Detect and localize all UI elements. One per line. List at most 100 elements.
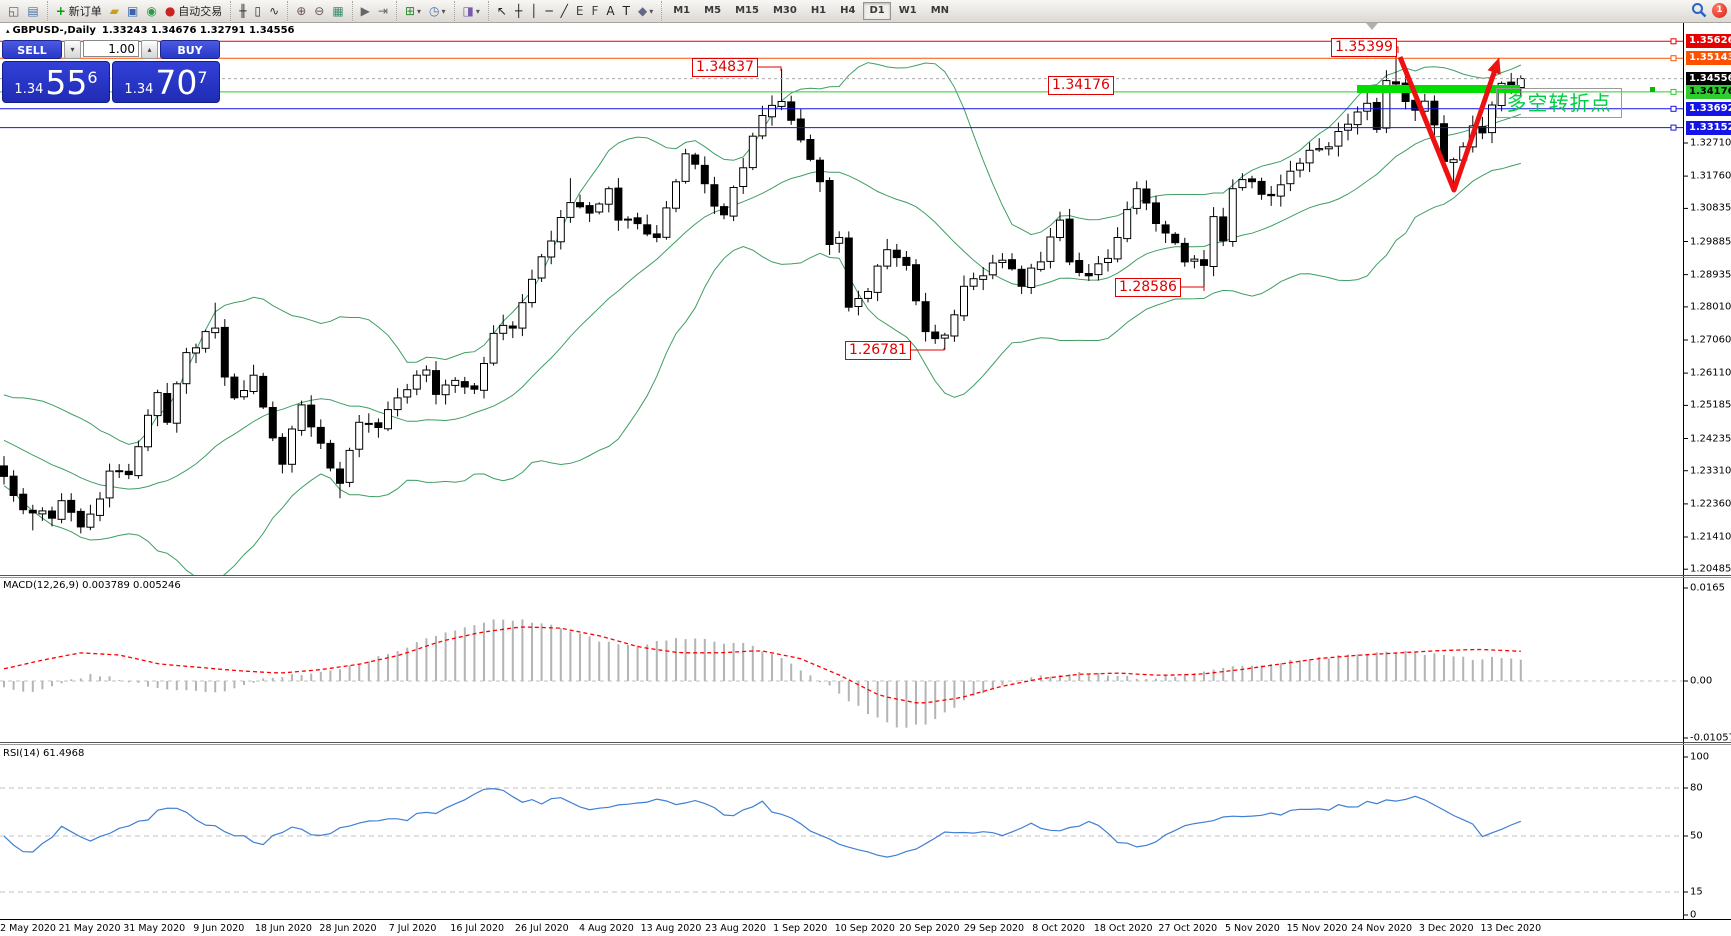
bull-candle [86, 513, 95, 528]
pane-splitter-macd[interactable] [0, 572, 1731, 578]
bear-candle [921, 301, 930, 333]
bull-candle [518, 302, 527, 329]
market-watch-button[interactable]: ▤ [24, 2, 41, 20]
price-annotation-tag[interactable]: 1.35399 [1331, 38, 1397, 57]
auto-scroll-button[interactable]: ▶ [358, 2, 373, 20]
chart-shift-button[interactable]: ⇥ [375, 2, 391, 20]
buy-button[interactable]: BUY [160, 40, 220, 59]
date-label: 1 Sep 2020 [773, 923, 828, 934]
bear-candle [1075, 260, 1084, 273]
search-icon[interactable] [1691, 2, 1707, 18]
timeframe-w1-button[interactable]: W1 [898, 5, 917, 16]
text-label-button[interactable]: T [620, 2, 633, 20]
turning-point-note[interactable]: 多空转折点 [1496, 88, 1622, 118]
cursor-icon: ↖ [496, 4, 507, 18]
cursor-button[interactable]: ↖ [494, 2, 510, 20]
bull-candle [144, 414, 152, 448]
price-annotation-tag[interactable]: 1.26781 [845, 341, 911, 360]
timeframe-d1-button[interactable]: D1 [863, 2, 891, 20]
price-annotation-tag[interactable]: 1.34176 [1048, 76, 1114, 95]
indicators-dropdown-icon[interactable]: ▾ [417, 6, 422, 16]
pane-splitter-rsi[interactable] [0, 739, 1731, 745]
candlestick-mode-button[interactable]: ▯ [252, 2, 265, 20]
arrows-tool-dropdown-icon[interactable]: ▾ [649, 6, 654, 16]
chart-object-button[interactable]: ▰ [107, 2, 122, 20]
price-annotation-tag[interactable]: 1.34837 [692, 58, 758, 77]
new-order-button[interactable]: + 新订单 [53, 2, 105, 20]
timeframe-mn-button[interactable]: MN [930, 5, 950, 16]
auto-trading-button[interactable]: ● 自动交易 [162, 2, 225, 20]
arrows-tool-button[interactable]: ◆ ▾ [635, 2, 656, 20]
line-anchor-handle[interactable] [1670, 88, 1677, 95]
zoom-in-icon: ⊕ [296, 4, 307, 18]
bear-candle [700, 164, 709, 185]
periods-dropdown-icon[interactable]: ▾ [441, 6, 446, 16]
chart-shift-marker[interactable] [1366, 23, 1378, 30]
buy-price-display[interactable]: 1.34 70 7 [112, 61, 220, 103]
indicators-button[interactable]: ⊞ ▾ [402, 2, 424, 20]
v-reversal-arrow[interactable] [1397, 56, 1501, 193]
support-bar-handle[interactable] [1650, 87, 1655, 92]
line-chart-mode-button[interactable]: ∿ [266, 2, 282, 20]
templates-dropdown-icon[interactable]: ▾ [475, 6, 480, 16]
line-anchor-handle[interactable] [1670, 38, 1677, 45]
bear-candle [508, 325, 517, 329]
equidistant-channel-button[interactable]: E [573, 2, 587, 20]
text-button[interactable]: A [603, 2, 617, 20]
bull-candle [950, 314, 959, 337]
sell-price-display[interactable]: 1.34 55 6 [2, 61, 110, 103]
bear-candle [76, 510, 85, 528]
timeframe-m5-button[interactable]: M5 [704, 5, 722, 16]
terminal-window-button[interactable]: ▣ [124, 2, 141, 20]
bear-candle [892, 249, 901, 259]
new-chart-window-button[interactable]: ◱ [5, 2, 22, 20]
horizontal-line-button[interactable]: ─ [542, 2, 555, 20]
timeframe-m15-button[interactable]: M15 [735, 5, 759, 16]
collapse-icon[interactable]: ▴ [6, 27, 10, 35]
toolbar-group: ⊞ ▾ ◷ ▾ [395, 1, 454, 21]
bull-candle [249, 374, 258, 393]
line-anchor-handle[interactable] [1670, 55, 1677, 62]
timeframe-h4-button[interactable]: H4 [840, 5, 856, 16]
bear-candle [710, 184, 719, 207]
bear-candle [9, 475, 18, 497]
date-label: 24 Nov 2020 [1351, 923, 1413, 934]
bull-candle [835, 237, 844, 244]
price-annotation-tag[interactable]: 1.28586 [1115, 278, 1181, 297]
bull-candle [1449, 159, 1458, 163]
timeframe-m1-button[interactable]: M1 [673, 5, 691, 16]
bull-candle [758, 115, 767, 137]
sell-button[interactable]: SELL [2, 40, 62, 59]
bull-candle [1286, 170, 1295, 185]
periods-button[interactable]: ◷ ▾ [426, 2, 449, 20]
crosshair-button[interactable]: ┼ [512, 2, 525, 20]
volume-decrease-button[interactable]: ▾ [64, 40, 81, 59]
alerts-button[interactable]: ◉ [143, 2, 159, 20]
chart-shift-icon: ⇥ [377, 4, 388, 18]
timeframe-h1-button[interactable]: H1 [810, 5, 827, 16]
price-line-label: 1.33152 [1686, 120, 1731, 135]
timeframe-m30-button[interactable]: M30 [772, 5, 797, 16]
auto-trading-label: 自动交易 [178, 5, 223, 18]
zoom-out-icon: ⊖ [314, 4, 325, 18]
tile-windows-button[interactable]: ▦ [329, 2, 346, 20]
zoom-in-button[interactable]: ⊕ [293, 2, 309, 20]
sell-price-big: 55 [45, 63, 88, 102]
line-anchor-handle[interactable] [1670, 105, 1677, 112]
macd-pane [0, 619, 1683, 728]
bar-chart-mode-button[interactable]: ╫ [236, 2, 249, 20]
rsi-value: 61.4968 [42, 748, 85, 759]
line-anchor-handle[interactable] [1670, 124, 1677, 131]
notification-badge[interactable]: 1 [1712, 2, 1727, 18]
zoom-out-button[interactable]: ⊖ [311, 2, 327, 20]
date-label: 3 Dec 2020 [1418, 923, 1474, 934]
fibonacci-button[interactable]: F [589, 2, 602, 20]
volume-increase-button[interactable]: ▴ [141, 40, 158, 59]
vertical-line-button[interactable]: │ [527, 2, 540, 20]
support-zone-bar[interactable] [1357, 85, 1520, 93]
templates-button[interactable]: ◨ ▾ [460, 2, 483, 20]
trendline-button[interactable]: ╱ [558, 2, 571, 20]
bear-candle [0, 465, 8, 477]
bull-candle [201, 331, 210, 349]
volume-input[interactable] [83, 40, 139, 57]
